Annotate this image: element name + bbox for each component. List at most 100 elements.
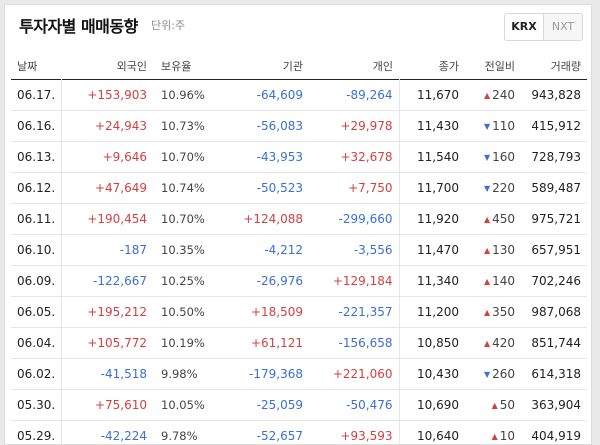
row-foreign: -42,224 — [100, 428, 147, 443]
col-change: 전일비 — [484, 59, 515, 73]
col-individual: 개인 — [372, 59, 393, 73]
tab-krx[interactable]: KRX — [505, 14, 544, 40]
row-foreign: -122,667 — [93, 273, 147, 288]
row-change: 260 — [492, 366, 515, 381]
row-foreign: +75,610 — [94, 397, 147, 412]
table-row: 06.10. -187 10.35% -4,212 -3,556 11,470 ▲ 130 65… — [11, 234, 587, 265]
row-date: 06.04. — [11, 327, 62, 358]
row-change: 350 — [492, 304, 515, 319]
row-date: 06.05. — [11, 296, 62, 327]
row-change: 10 — [499, 428, 515, 443]
table-row: 06.12. +47,649 10.74% -50,523 +7,750 11,700 ▼ 2… — [11, 172, 587, 203]
row-close: 11,700 — [398, 172, 465, 203]
row-holding-rate: 10.73% — [161, 118, 205, 133]
row-change-cell: ▲ 10 — [465, 420, 521, 444]
row-volume: 975,721 — [531, 211, 581, 226]
table-row: 06.17. +153,903 10.96% -64,609 -89,264 11,670… — [11, 79, 587, 110]
row-close: 10,850 — [398, 327, 465, 358]
row-change-cell: ▲ 130 — [465, 234, 521, 265]
row-individual: +7,750 — [348, 180, 393, 195]
row-institution: -4,212 — [264, 242, 303, 257]
row-institution: +61,121 — [250, 335, 303, 350]
row-close: 11,340 — [398, 265, 465, 296]
row-volume: 728,793 — [531, 149, 581, 164]
row-individual: +32,678 — [340, 149, 393, 164]
tab-nxt[interactable]: NXT — [551, 20, 575, 33]
row-change: 110 — [492, 118, 515, 133]
panel-title: 투자자별 매매동향 — [19, 17, 138, 36]
col-holding-rate: 보유율 — [161, 59, 192, 73]
row-date: 05.30. — [11, 389, 62, 420]
row-volume: 943,828 — [531, 87, 581, 102]
row-close: 11,470 — [398, 234, 465, 265]
triangle-up-icon: ▲ — [483, 90, 491, 100]
table-body: 06.17. +153,903 10.96% -64,609 -89,264 11,670… — [11, 79, 587, 444]
investor-table: 날짜 외국인 보유율 기관 개인 종가 전일비 거래량 06.17. +153,9… — [11, 53, 587, 444]
row-close: 11,670 — [398, 79, 465, 110]
row-change: 140 — [492, 273, 515, 288]
table-row: 05.30. +75,610 10.05% -25,059 -50,476 10,690 ▲… — [11, 389, 587, 420]
row-volume: 851,744 — [531, 335, 581, 350]
row-institution: +18,509 — [250, 304, 303, 319]
row-individual: -221,357 — [338, 304, 393, 319]
market-tabs: KRX NXT — [504, 13, 583, 41]
row-holding-rate: 9.78% — [161, 428, 198, 443]
col-institution: 기관 — [282, 59, 303, 73]
triangle-up-icon: ▲ — [491, 431, 498, 441]
row-change-cell: ▲ 140 — [465, 265, 521, 296]
row-foreign: +190,454 — [87, 211, 147, 226]
row-volume: 987,068 — [531, 304, 581, 319]
triangle-up-icon: ▲ — [483, 338, 491, 348]
row-change-cell: ▼ 220 — [465, 172, 521, 203]
row-holding-rate: 9.98% — [161, 366, 198, 381]
row-foreign: -41,518 — [100, 366, 147, 381]
row-holding-rate: 10.05% — [161, 397, 205, 412]
row-change: 160 — [492, 149, 515, 164]
triangle-up-icon: ▲ — [483, 276, 491, 286]
row-holding-rate: 10.25% — [161, 273, 205, 288]
row-individual: -156,658 — [338, 335, 393, 350]
table-row: 05.29. -42,224 9.78% -52,657 +93,593 10,640 ▲ 1… — [11, 420, 587, 444]
row-individual: +221,060 — [332, 366, 393, 381]
row-change-cell: ▲ 350 — [465, 296, 521, 327]
row-date: 05.29. — [11, 420, 62, 444]
table-header-row: 날짜 외국인 보유율 기관 개인 종가 전일비 거래량 — [11, 53, 587, 79]
table-row: 06.02. -41,518 9.98% -179,368 +221,060 10,430… — [11, 358, 587, 389]
row-foreign: +24,943 — [94, 118, 147, 133]
row-individual: -3,556 — [353, 242, 393, 257]
row-individual: -299,660 — [338, 211, 393, 226]
row-institution: -26,976 — [256, 273, 303, 288]
col-foreign: 외국인 — [116, 59, 147, 73]
row-date: 06.10. — [11, 234, 62, 265]
row-change: 240 — [492, 87, 515, 102]
triangle-up-icon: ▲ — [483, 214, 491, 224]
row-individual: +93,593 — [340, 428, 393, 443]
row-institution: -25,059 — [256, 397, 303, 412]
row-individual: +129,184 — [332, 273, 393, 288]
row-foreign: +105,772 — [87, 335, 147, 350]
row-institution: -179,368 — [249, 366, 303, 381]
row-volume: 657,951 — [531, 242, 581, 257]
row-change: 220 — [492, 180, 515, 195]
triangle-down-icon: ▼ — [483, 369, 491, 379]
table-row: 06.09. -122,667 10.25% -26,976 +129,184 11,34… — [11, 265, 587, 296]
row-volume: 415,912 — [531, 118, 581, 133]
table-row: 06.16. +24,943 10.73% -56,083 +29,978 11,430 ▼… — [11, 110, 587, 141]
row-holding-rate: 10.50% — [161, 304, 205, 319]
row-date: 06.02. — [11, 358, 62, 389]
row-change-cell: ▼ 110 — [465, 110, 521, 141]
col-close: 종가 — [438, 59, 459, 73]
row-holding-rate: 10.74% — [161, 180, 205, 195]
table-row: 06.05. +195,212 10.50% +18,509 -221,357 11,20… — [11, 296, 587, 327]
row-holding-rate: 10.35% — [161, 242, 205, 257]
row-date: 06.16. — [11, 110, 62, 141]
row-change: 420 — [492, 335, 515, 350]
row-volume: 589,487 — [531, 180, 581, 195]
row-holding-rate: 10.96% — [161, 87, 205, 102]
row-individual: -89,264 — [346, 87, 393, 102]
row-change-cell: ▲ 420 — [465, 327, 521, 358]
triangle-down-icon: ▼ — [483, 152, 491, 162]
triangle-up-icon: ▲ — [483, 245, 491, 255]
panel-header: 투자자별 매매동향 단위:주 KRX NXT — [5, 5, 591, 47]
row-date: 06.12. — [11, 172, 62, 203]
